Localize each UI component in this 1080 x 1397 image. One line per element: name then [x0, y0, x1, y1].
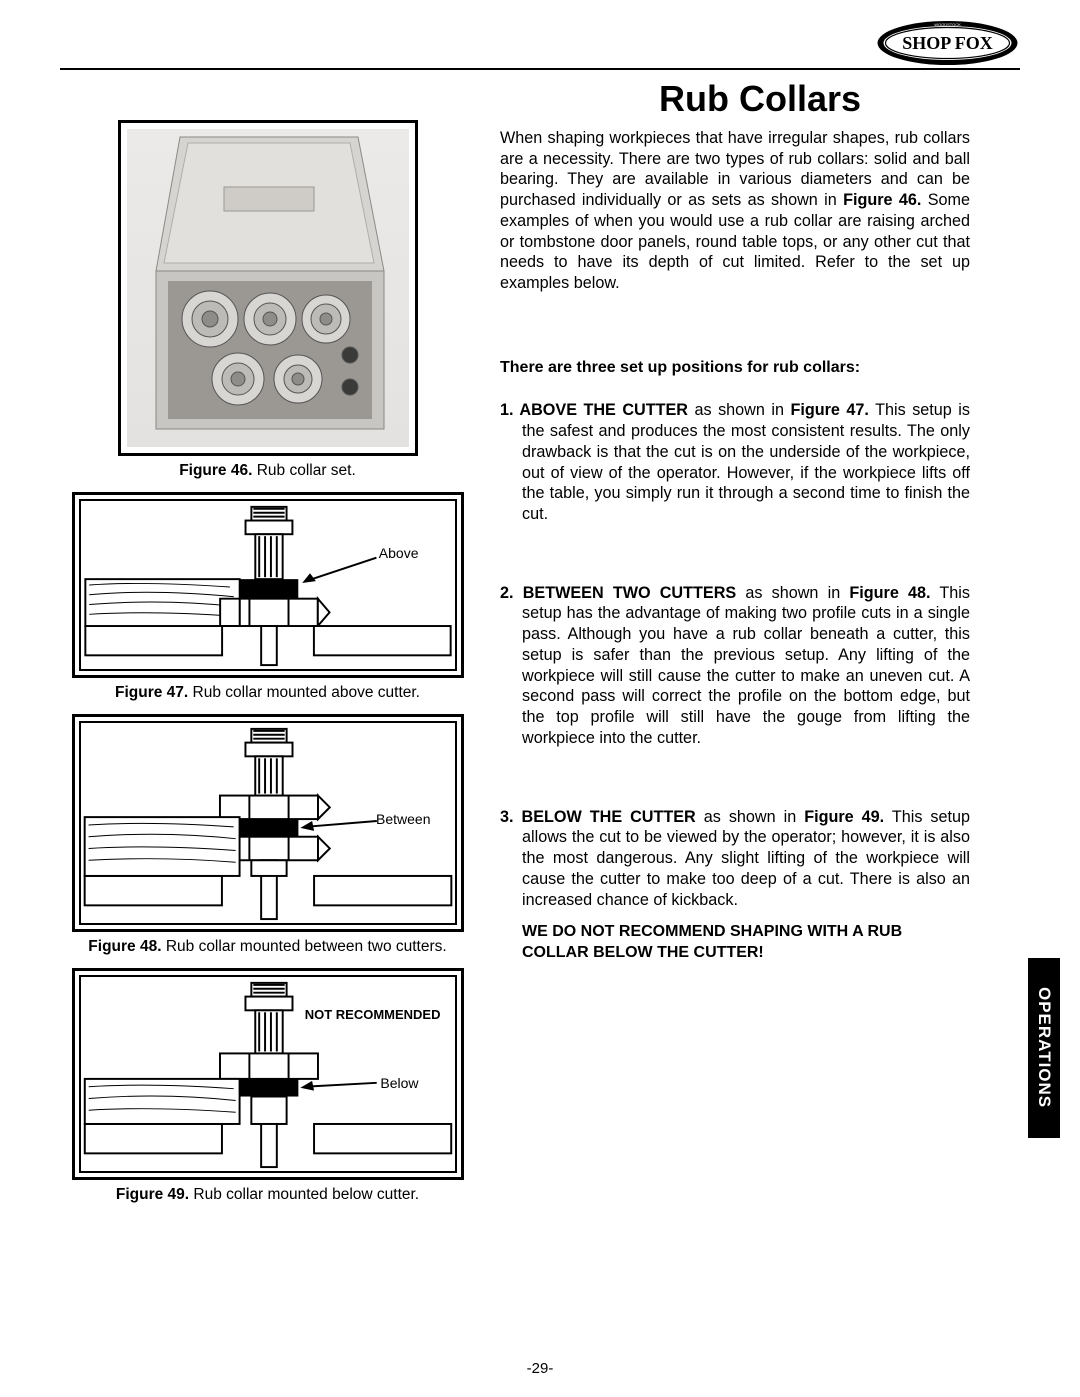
page-title: Rub Collars — [500, 78, 1020, 120]
figure-48-label: Between — [376, 811, 430, 827]
top-rule — [60, 68, 1020, 70]
figure-49-warning: NOT RECOMMENDED — [305, 1007, 441, 1022]
figure-47-label: Above — [379, 545, 419, 561]
figure-49-label: Below — [380, 1075, 418, 1091]
warning-text: WE DO NOT RECOMMEND SHAPING WITH A RUB C… — [500, 922, 970, 963]
figure-47: Above — [72, 492, 464, 678]
figure-47-caption: Figure 47. Rub collar mounted above cutt… — [70, 684, 465, 702]
figure-46 — [118, 120, 418, 456]
figure-46-caption: Figure 46. Rub collar set. — [70, 462, 465, 480]
figure-49-caption: Figure 49. Rub collar mounted below cutt… — [70, 1186, 465, 1204]
setup-item-1: 1. ABOVE THE CUTTER as shown in Figure 4… — [500, 400, 970, 524]
page-number: -29- — [0, 1360, 1080, 1377]
brand-logo: SHOP FOX WOODSTOCK — [875, 18, 1020, 68]
intro-paragraph: When shaping workpieces that have irregu… — [500, 128, 970, 294]
setup-subheading: There are three set up positions for rub… — [500, 358, 970, 378]
body-text-column: When shaping workpieces that have irregu… — [500, 128, 970, 963]
section-tab: OPERATIONS — [1028, 958, 1060, 1138]
setup-item-3: 3. BELOW THE CUTTER as shown in Figure 4… — [500, 807, 970, 911]
figure-49: NOT RECOMMENDED Below — [72, 968, 464, 1180]
figure-48-caption: Figure 48. Rub collar mounted between tw… — [70, 938, 465, 956]
svg-text:SHOP FOX: SHOP FOX — [902, 33, 993, 53]
setup-item-2: 2. BETWEEN TWO CUTTERS as shown in Figur… — [500, 583, 970, 749]
figure-48: Between — [72, 714, 464, 932]
svg-text:WOODSTOCK: WOODSTOCK — [934, 22, 961, 27]
figures-column: Figure 46. Rub collar set. — [70, 120, 465, 1216]
